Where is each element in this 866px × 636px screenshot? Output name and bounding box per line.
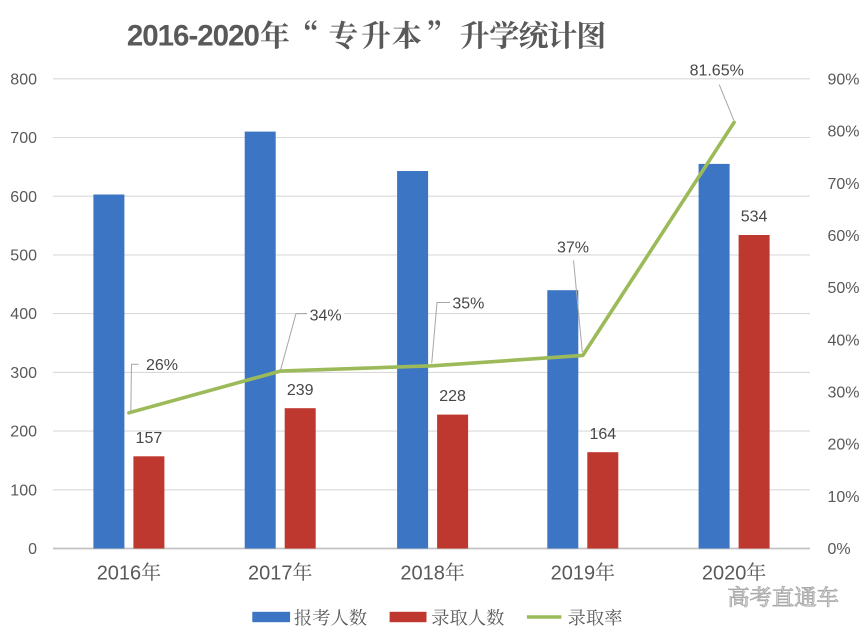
svg-text:700: 700 (10, 130, 37, 147)
svg-text:800: 800 (10, 71, 37, 88)
svg-text:228: 228 (439, 388, 466, 405)
svg-text:157: 157 (136, 430, 163, 447)
svg-text:300: 300 (10, 365, 37, 382)
svg-text:70%: 70% (828, 176, 860, 193)
svg-text:239: 239 (287, 382, 314, 399)
svg-text:2020: 2020 (702, 562, 747, 584)
svg-text:50%: 50% (828, 280, 860, 297)
svg-text:2019: 2019 (551, 562, 596, 584)
svg-text:30%: 30% (828, 385, 860, 402)
svg-text:37%: 37% (557, 239, 589, 256)
svg-text:100: 100 (10, 482, 37, 499)
svg-text:34%: 34% (310, 308, 342, 325)
svg-text:26%: 26% (146, 357, 178, 374)
svg-text:60%: 60% (828, 228, 860, 245)
svg-text:81.65%: 81.65% (690, 63, 744, 80)
svg-text:40%: 40% (828, 332, 860, 349)
svg-text:0%: 0% (828, 541, 851, 558)
svg-text:2016: 2016 (97, 562, 142, 584)
svg-text:2016-2020: 2016-2020 (127, 20, 260, 53)
svg-text:200: 200 (10, 424, 37, 441)
svg-text:500: 500 (10, 248, 37, 265)
svg-text:2017: 2017 (248, 562, 293, 584)
svg-text:534: 534 (741, 209, 768, 226)
svg-text:35%: 35% (452, 296, 484, 313)
svg-text:2018: 2018 (400, 562, 445, 584)
svg-text:400: 400 (10, 306, 37, 323)
svg-text:0: 0 (28, 541, 37, 558)
svg-text:80%: 80% (828, 124, 860, 141)
svg-text:90%: 90% (828, 71, 860, 88)
svg-text:10%: 10% (828, 489, 860, 506)
svg-text:600: 600 (10, 189, 37, 206)
svg-text:164: 164 (589, 426, 616, 443)
svg-text:20%: 20% (828, 437, 860, 454)
